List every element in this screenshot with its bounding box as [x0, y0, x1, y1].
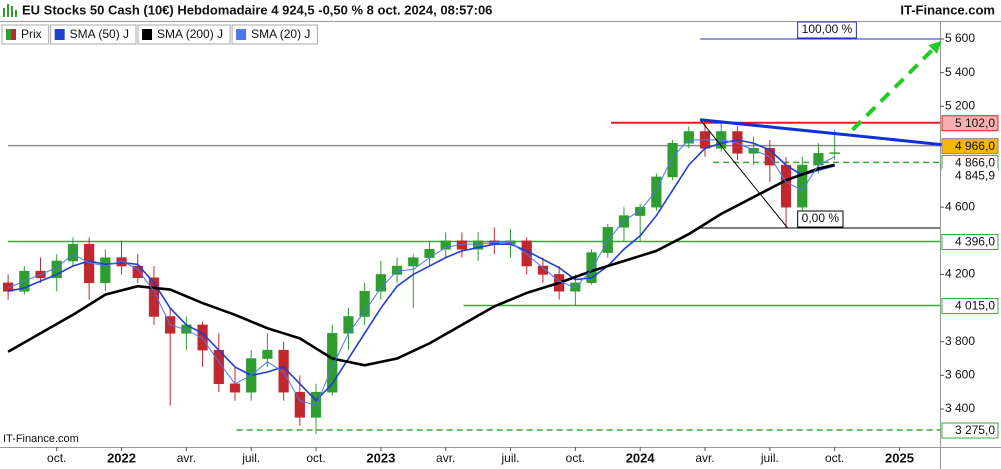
candle-body: [829, 152, 840, 154]
x-tick-label: oct.: [825, 451, 844, 465]
candle-body: [797, 164, 808, 208]
level-label-box: [941, 422, 999, 439]
y-tick-label: 4 600: [945, 199, 975, 213]
x-tick-label: oct.: [566, 451, 585, 465]
y-tick-label: 3 800: [945, 334, 975, 348]
fib-label-box: [797, 21, 857, 39]
x-tick-label: 2025: [885, 450, 914, 465]
y-tick-label: 5 400: [945, 65, 975, 79]
legend-swatch: [54, 29, 65, 40]
legend-label: SMA (20) J: [251, 27, 310, 41]
candle-body: [472, 240, 484, 250]
y-tick-label: 4 200: [945, 267, 975, 281]
legend-label: SMA (200) J: [157, 27, 223, 41]
level-label: 4 966,0: [955, 139, 995, 153]
x-tick-label: avr.: [436, 451, 455, 465]
candle-body: [780, 164, 792, 208]
legend-item: [50, 24, 137, 45]
candle-body: [667, 143, 678, 178]
x-tick-label: juil.: [241, 451, 260, 465]
trendline: [699, 118, 946, 147]
candle-body: [424, 248, 435, 258]
candle-body: [748, 148, 759, 154]
candle-body: [635, 206, 646, 216]
candle-body: [294, 391, 305, 418]
candle-body: [327, 333, 338, 393]
level-label-box: [941, 115, 999, 132]
fib-label: 100,00 %: [802, 22, 853, 36]
level-label: 4 396,0: [955, 235, 995, 249]
x-tick-label: juil.: [760, 451, 779, 465]
x-tick-label: oct.: [47, 451, 66, 465]
legend-label: Prix: [21, 27, 42, 41]
level-label-box: [942, 168, 998, 184]
y-tick-label: 5 200: [945, 98, 975, 112]
candle-body: [537, 265, 549, 275]
x-tick-label: 2023: [366, 450, 395, 465]
level-label: 4 845,9: [955, 169, 995, 183]
legend-swatch: [142, 29, 153, 40]
brand: IT-Finance.com: [900, 2, 995, 17]
app-icon: [3, 4, 17, 17]
watermark: IT-Finance.com: [3, 433, 79, 445]
plot-area: [2, 119, 940, 435]
level-label-box: [941, 138, 999, 155]
candle-body: [100, 257, 111, 284]
legend-item: [231, 24, 318, 45]
arrow-head: [928, 40, 942, 54]
fib-diagonal: [699, 119, 789, 229]
candle-body: [262, 349, 273, 359]
candle-body: [602, 227, 613, 253]
x-tick-label: oct.: [306, 451, 325, 465]
chart-title: EU Stocks 50 Cash (10€) Hebdomadaire 4 9…: [22, 2, 492, 17]
level-label: 4 015,0: [955, 299, 995, 313]
legend-swatch: [236, 29, 247, 40]
level-label: 3 275,0: [955, 423, 995, 437]
level-label-box: [941, 298, 999, 315]
level-label: 5 102,0: [955, 116, 995, 130]
legend-swatch: [11, 29, 16, 40]
y-tick-label: 3 400: [945, 401, 975, 415]
x-tick-label: avr.: [177, 451, 196, 465]
x-tick-label: juil.: [501, 451, 520, 465]
candle-body: [229, 383, 241, 393]
x-tick-label: avr.: [695, 451, 714, 465]
fib-label: 0,00 %: [802, 211, 840, 225]
candle-body: [408, 257, 419, 267]
candle-body: [586, 252, 597, 284]
candle-body: [440, 240, 451, 250]
candle-body: [651, 176, 662, 208]
sma-line: [7, 139, 835, 407]
candle-body: [683, 131, 694, 144]
overlay: 0,00 % 100,00 %: [699, 21, 946, 229]
level-label: 4 866,0: [955, 156, 995, 170]
sma-line: [7, 139, 835, 402]
legend-item: [137, 24, 231, 45]
legend-label: SMA (50) J: [70, 27, 129, 41]
sma-line: [7, 163, 835, 367]
candle-body: [148, 277, 160, 317]
candle-body: [359, 291, 370, 317]
level-label-box: [941, 233, 999, 250]
legend-swatch: [6, 29, 11, 40]
candle-body: [116, 257, 127, 267]
y-tick-label: 3 600: [945, 368, 975, 382]
candle-body: [67, 243, 79, 262]
y-tick-label: 5 600: [945, 31, 975, 45]
fib-label-box: [797, 210, 844, 228]
candle-body: [132, 265, 143, 279]
x-tick-label: 2022: [107, 450, 136, 465]
candle-body: [343, 316, 354, 334]
candle-body: [618, 215, 630, 228]
candle-body: [570, 282, 581, 292]
x-tick-label: 2024: [626, 450, 656, 465]
